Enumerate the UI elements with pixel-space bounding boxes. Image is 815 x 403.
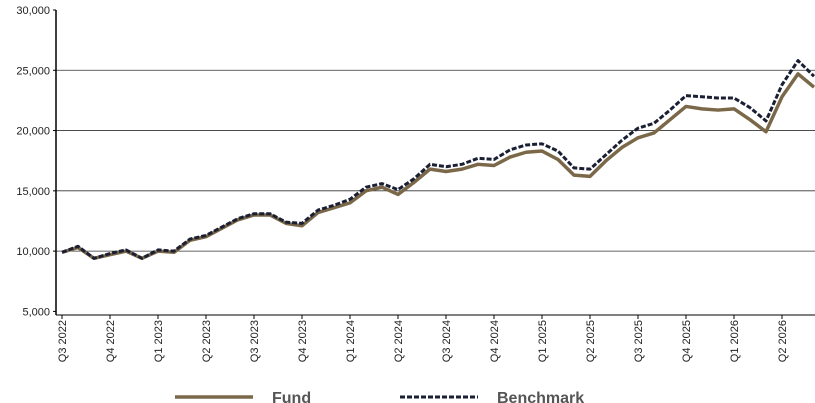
x-tick-label: Q4 2025 [681,320,693,362]
x-tick-label: Q4 2023 [297,320,309,362]
x-tick-label: Q4 2022 [105,320,117,362]
y-tick-label: 15,000 [16,186,50,198]
x-tick-label: Q1 2023 [153,320,165,362]
series-line [61,59,815,260]
y-tick-label: 30,000 [16,5,50,17]
x-tick-label: Q3 2025 [633,320,645,362]
x-tick-label: Q1 2025 [537,320,549,362]
legend-label: Fund [272,390,311,403]
y-tick-label: 5,000 [22,306,50,318]
x-tick-label: Q2 2026 [777,320,789,362]
x-tick-label: Q3 2024 [441,320,453,362]
x-tick-label: Q1 2026 [729,320,741,362]
x-tick-label: Q2 2024 [393,320,405,362]
x-tick-label: Q3 2023 [249,320,261,362]
x-tick-label: Q1 2024 [345,320,357,362]
legend-label: Benchmark [497,390,584,403]
y-tick-label: 25,000 [16,65,50,77]
x-tick-label: Q2 2025 [585,320,597,362]
x-tick-label: Q3 2022 [57,320,69,362]
x-tick-label: Q4 2024 [489,320,501,362]
series-line [61,72,815,261]
y-tick-label: 20,000 [16,126,50,138]
y-tick-label: 10,000 [16,246,50,258]
x-tick-label: Q2 2023 [201,320,213,362]
